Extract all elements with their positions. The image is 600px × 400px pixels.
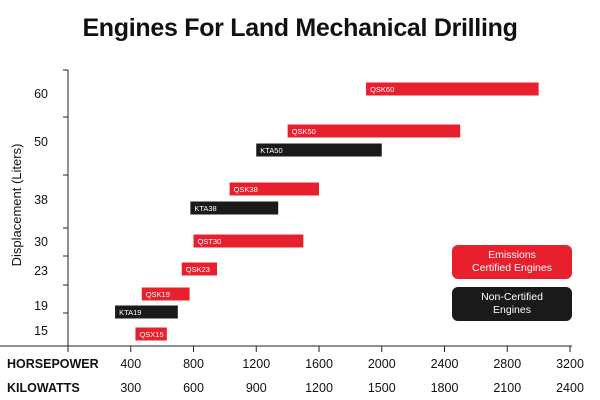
bar-kta38	[190, 201, 279, 215]
x-tick-label: 2000	[368, 357, 396, 371]
legend-box	[452, 287, 572, 321]
y-tick-label: 15	[34, 324, 48, 338]
bar-label: QSK19	[146, 290, 170, 299]
y-tick-label: 60	[34, 87, 48, 101]
x-tick-label: 1600	[305, 357, 333, 371]
x-tick-label: 300	[120, 381, 141, 395]
bar-kta50	[256, 143, 382, 157]
legend-label: Emissions	[488, 249, 536, 261]
bar-qsk50	[287, 124, 461, 138]
x-axis: HORSEPOWER 400 800 1200 1600 2000 2400 2800 3200…	[0, 345, 584, 395]
bar-label: QSK60	[370, 85, 394, 94]
bar-qsk23	[181, 262, 218, 276]
bar-qsk19	[141, 287, 190, 301]
y-tick-label: 19	[34, 299, 48, 313]
x-tick-label: 1800	[431, 381, 459, 395]
x-tick-label: 1200	[242, 357, 270, 371]
x-axis-name: HORSEPOWER	[7, 357, 99, 371]
chart-title: Engines For Land Mechanical Drilling	[82, 14, 518, 42]
x-tick-label: 1500	[368, 381, 396, 395]
x-tick-label: 1200	[305, 381, 333, 395]
legend-box	[452, 245, 572, 279]
bar-label: KTA38	[194, 204, 216, 213]
y-tick-label: 30	[34, 235, 48, 249]
legend-label: Certified Engines	[472, 262, 552, 274]
bar-label: QSK23	[186, 265, 210, 274]
bar-label: QSK50	[292, 127, 316, 136]
x-tick-label: 400	[120, 357, 141, 371]
legend-label: Engines	[493, 304, 531, 316]
x-tick-label: 2800	[493, 357, 521, 371]
bars: QSX15 KTA19 QSK19 QSK23 QST30 KTA38 QSK38 KTA50…	[115, 82, 539, 341]
bar-label: QSX15	[139, 330, 163, 339]
bar-qsx15	[135, 327, 167, 341]
bar-label: KTA19	[119, 308, 141, 317]
y-tick-label: 23	[34, 264, 48, 278]
x-tick-label: 3200	[556, 357, 584, 371]
bar-qsk38	[229, 182, 319, 196]
bar-kta19	[115, 305, 178, 319]
bar-qst30	[193, 234, 304, 248]
legend-label: Non-Certified	[481, 291, 543, 303]
y-tick-label: 38	[34, 193, 48, 207]
bar-label: QSK38	[234, 185, 258, 194]
y-axis-label: Displacement (Liters)	[9, 144, 24, 267]
x-tick-label: 800	[183, 357, 204, 371]
bar-label: QST30	[198, 237, 222, 246]
x-tick-label: 2400	[556, 381, 584, 395]
x-tick-label: 2400	[431, 357, 459, 371]
x-axis-name: KILOWATTS	[7, 381, 80, 395]
bar-label: KTA50	[260, 146, 282, 155]
x-tick-label: 2100	[493, 381, 521, 395]
x-tick-label: 600	[183, 381, 204, 395]
bar-qsk60	[366, 82, 539, 96]
y-axis: 15 19 23 30 38 50 60 Displacement (Liters)	[9, 69, 69, 347]
x-tick-label: 900	[246, 381, 267, 395]
y-tick-label: 50	[34, 135, 48, 149]
